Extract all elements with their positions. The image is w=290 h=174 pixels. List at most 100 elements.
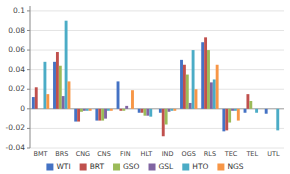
bar — [237, 109, 240, 121]
grid-line — [30, 50, 284, 51]
x-tick-label: BMT — [34, 150, 48, 158]
bar — [168, 109, 171, 112]
legend-label: BRT — [90, 162, 105, 171]
bar — [192, 50, 195, 109]
x-axis: BMTBRSCNGCNSFINHLTINDOGSRLSTECTELUTL — [34, 150, 280, 158]
bar — [149, 109, 152, 117]
bars — [32, 21, 279, 137]
bar — [119, 109, 122, 111]
legend-item: GSL — [149, 162, 175, 171]
bar — [41, 108, 44, 109]
bar — [213, 79, 216, 108]
y-tick-label: 0 — [20, 104, 25, 113]
series — [62, 82, 234, 118]
bar — [35, 87, 38, 109]
legend-item: HTO — [182, 162, 208, 171]
grid-line — [30, 30, 284, 31]
bar — [152, 108, 155, 109]
bar — [222, 109, 225, 132]
bar — [107, 109, 110, 111]
legend-label: GSL — [159, 162, 175, 171]
bar — [89, 109, 92, 111]
grid-line — [30, 148, 284, 149]
bar — [225, 109, 228, 131]
series — [46, 65, 239, 121]
bar — [276, 109, 279, 131]
y-tick-label: 0.02 — [8, 84, 25, 93]
bar — [189, 103, 192, 109]
legend-swatch — [80, 164, 87, 171]
bar — [77, 109, 80, 122]
bar — [101, 109, 104, 121]
grid-line — [30, 10, 284, 11]
x-tick-label: TEC — [224, 150, 238, 158]
y-tick-label: -0.02 — [6, 123, 26, 132]
bar — [265, 109, 268, 114]
bar — [53, 62, 56, 109]
bar — [128, 108, 131, 109]
bar — [204, 37, 207, 108]
bar — [165, 109, 168, 125]
bar — [146, 109, 149, 116]
legend-swatch — [182, 164, 189, 171]
y-axis-line — [30, 6, 31, 148]
bar — [80, 109, 83, 112]
bar — [159, 109, 162, 113]
legend-swatch — [113, 164, 120, 171]
bar — [43, 62, 46, 109]
bar — [268, 108, 271, 109]
y-axis: -0.04-0.0200.020.040.060.080.1 — [6, 6, 30, 152]
bar — [62, 96, 65, 109]
bar — [249, 101, 252, 109]
x-tick-label: CNS — [97, 150, 111, 158]
bar — [244, 109, 247, 113]
bar — [131, 90, 134, 109]
bar — [86, 109, 89, 111]
legend-swatch — [46, 164, 53, 171]
legend-label: WTI — [56, 162, 70, 171]
bar — [144, 109, 147, 116]
bar — [180, 60, 183, 109]
legend: WTI BRT GSO GSL HTO NGS — [46, 162, 243, 171]
bar — [273, 108, 276, 109]
bar — [279, 108, 282, 109]
bar — [138, 109, 141, 113]
x-tick-label: IND — [162, 150, 174, 158]
bar — [216, 65, 219, 109]
series — [43, 21, 279, 131]
bar — [38, 108, 41, 109]
x-tick-label: FIN — [120, 150, 131, 158]
grid-line — [30, 69, 284, 70]
bar — [95, 109, 98, 121]
legend-item: BRT — [80, 162, 105, 171]
bar — [98, 109, 101, 121]
bar — [74, 109, 77, 122]
legend-item: WTI — [46, 162, 70, 171]
legend-item: NGS — [217, 162, 243, 171]
bar — [258, 108, 261, 109]
bar — [252, 108, 255, 109]
bar — [210, 82, 213, 108]
x-tick-label: HLT — [141, 150, 153, 158]
x-tick-label: RLS — [204, 150, 216, 158]
bar — [231, 109, 234, 111]
x-tick-label: TEL — [245, 150, 258, 158]
chart: -0.04-0.0200.020.040.060.080.1BMTBRSCNGC… — [0, 0, 290, 174]
y-tick-label: 0.04 — [8, 65, 25, 74]
bar — [170, 109, 173, 111]
bar — [122, 109, 125, 111]
bar — [46, 94, 49, 109]
bar — [104, 109, 107, 119]
bar — [228, 109, 231, 123]
bar — [32, 97, 35, 109]
y-tick-label: 0.08 — [8, 26, 25, 35]
bar — [68, 81, 71, 108]
grid-line — [30, 128, 284, 129]
y-tick-label: 0.06 — [8, 45, 25, 54]
bar — [65, 21, 68, 109]
bar — [83, 109, 86, 111]
grid — [30, 11, 284, 148]
legend-item: GSO — [113, 162, 140, 171]
legend-label: GSO — [123, 162, 140, 171]
bar — [56, 52, 59, 109]
